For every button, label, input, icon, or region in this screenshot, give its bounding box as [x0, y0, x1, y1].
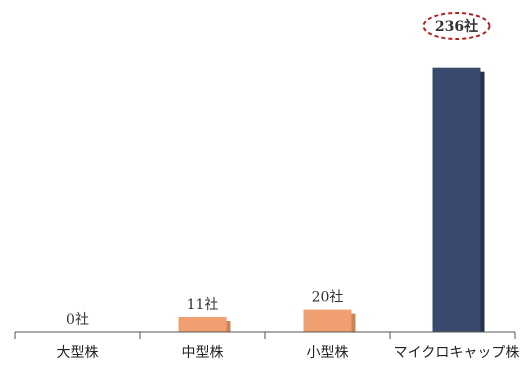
bar-3	[303, 309, 352, 332]
highlight-ellipse	[422, 12, 491, 40]
data-label-4: 236社	[435, 18, 478, 35]
bar-2	[178, 317, 227, 332]
data-label-2: 11社	[187, 297, 219, 313]
category-label-3: 小型株	[307, 345, 349, 361]
category-label-4: マイクロキャップ株	[394, 345, 520, 361]
data-label-3: 20社	[312, 290, 344, 306]
category-label-1: 大型株	[57, 345, 99, 361]
bars-layer	[178, 67, 485, 333]
bar-4	[432, 67, 481, 333]
data-label-1: 0社	[66, 312, 89, 328]
ticks-layer	[14, 332, 516, 339]
category-label-2: 中型株	[182, 345, 224, 361]
